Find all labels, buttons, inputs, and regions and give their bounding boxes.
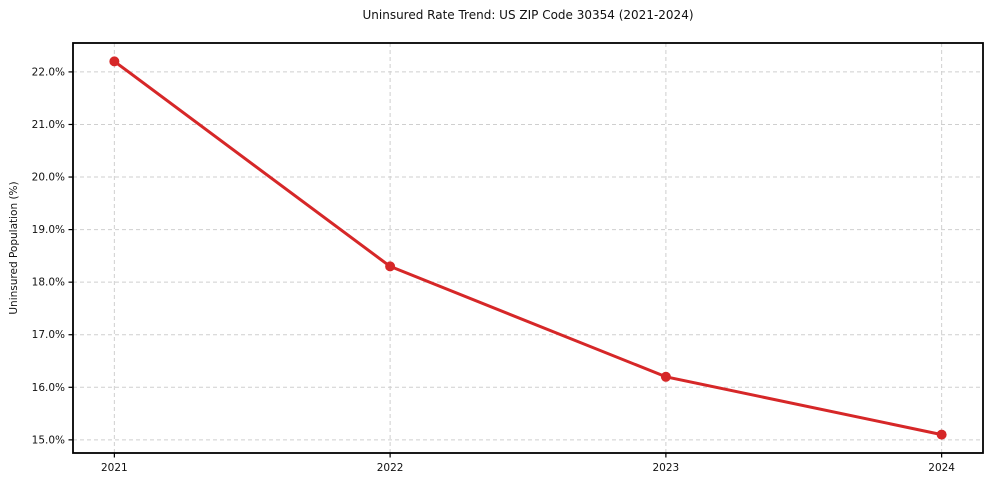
y-tick-label: 18.0% bbox=[32, 277, 65, 289]
x-tick-label: 2022 bbox=[377, 462, 404, 474]
trend-line bbox=[112, 59, 944, 437]
x-tick-label: 2023 bbox=[653, 462, 680, 474]
y-tick-label: 16.0% bbox=[32, 382, 65, 394]
y-tick-label: 20.0% bbox=[32, 172, 65, 184]
data-point-2022 bbox=[385, 261, 396, 272]
data-point-2021 bbox=[109, 56, 120, 67]
chart-title: Uninsured Rate Trend: US ZIP Code 30354 … bbox=[362, 8, 694, 22]
y-tick-label: 15.0% bbox=[32, 434, 65, 446]
y-tick-label: 21.0% bbox=[32, 119, 65, 131]
y-tick-label: 19.0% bbox=[32, 224, 65, 236]
data-point-2024 bbox=[936, 429, 947, 440]
data-point-2023 bbox=[660, 371, 671, 382]
x-tick-label: 2021 bbox=[101, 462, 128, 474]
plot-border bbox=[72, 42, 984, 454]
y-tick-label: 17.0% bbox=[32, 329, 65, 341]
y-tick-label: 22.0% bbox=[32, 66, 65, 78]
x-tick-label: 2024 bbox=[928, 462, 955, 474]
